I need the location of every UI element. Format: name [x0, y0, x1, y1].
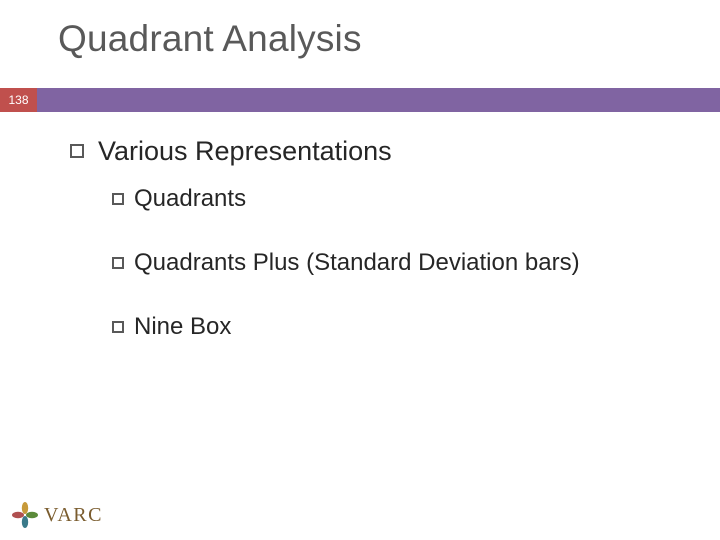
list-item: Quadrants Plus (Standard Deviation bars): [134, 249, 580, 277]
slide: Quadrant Analysis 138 Various Representa…: [0, 0, 720, 540]
page-number: 138: [8, 93, 28, 107]
square-bullet-icon: [112, 257, 124, 269]
square-bullet-icon: [112, 321, 124, 333]
bullet-level1: Various Representations: [70, 136, 670, 167]
accent-band-right: [37, 88, 720, 112]
page-number-box: 138: [0, 88, 37, 112]
bullet-level2: Quadrants: [112, 185, 670, 213]
list-item: Quadrants: [134, 185, 246, 213]
logo-text: VARC: [44, 504, 103, 527]
logo: VARC: [10, 500, 103, 530]
square-bullet-icon: [70, 144, 84, 158]
bullet-level2: Quadrants Plus (Standard Deviation bars): [112, 249, 670, 277]
slide-title: Quadrant Analysis: [58, 18, 362, 60]
list-item: Nine Box: [134, 313, 231, 341]
logo-icon: [10, 500, 40, 530]
bullet-level2: Nine Box: [112, 313, 670, 341]
heading-text: Various Representations: [98, 136, 392, 167]
square-bullet-icon: [112, 193, 124, 205]
accent-band: 138: [0, 88, 720, 112]
content-area: Various Representations Quadrants Quadra…: [70, 136, 670, 377]
